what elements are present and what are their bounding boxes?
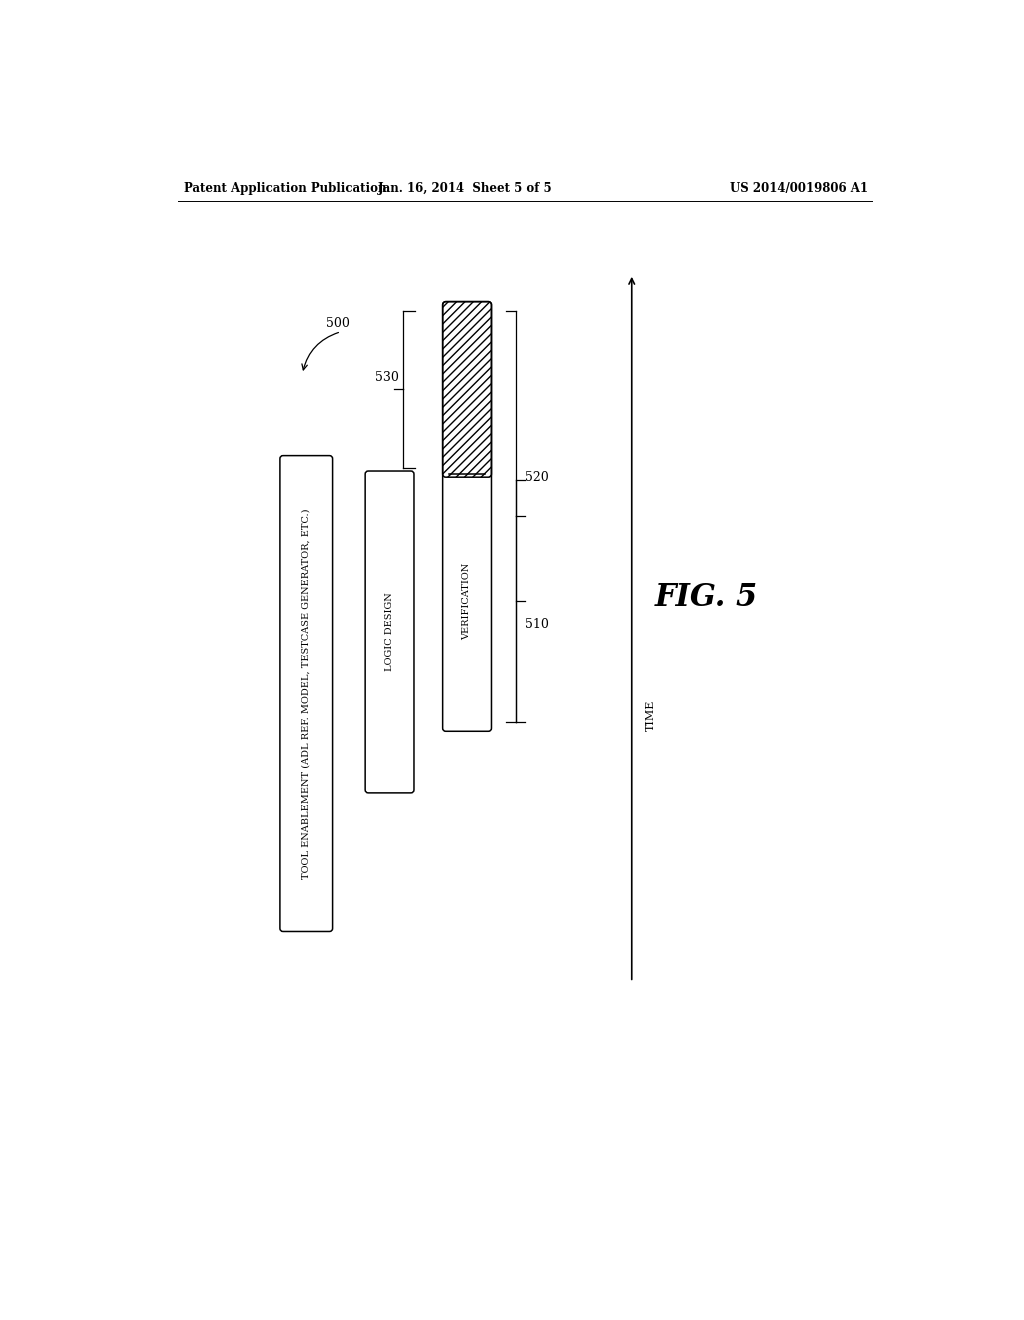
Text: US 2014/0019806 A1: US 2014/0019806 A1: [730, 182, 868, 194]
Text: FIG. 5: FIG. 5: [655, 582, 758, 612]
Text: 510: 510: [524, 618, 549, 631]
FancyBboxPatch shape: [442, 302, 492, 478]
Text: 520: 520: [524, 471, 549, 484]
Text: 500: 500: [326, 317, 349, 330]
FancyBboxPatch shape: [280, 455, 333, 932]
Text: 530: 530: [376, 371, 399, 384]
Bar: [445, 474, 488, 729]
Text: VERIFICATION: VERIFICATION: [463, 562, 472, 640]
Text: Jan. 16, 2014  Sheet 5 of 5: Jan. 16, 2014 Sheet 5 of 5: [378, 182, 552, 194]
FancyBboxPatch shape: [366, 471, 414, 793]
Text: Patent Application Publication: Patent Application Publication: [183, 182, 386, 194]
Text: LOGIC DESIGN: LOGIC DESIGN: [385, 593, 394, 672]
Text: TOOL ENABLEMENT (ADL REF. MODEL, TESTCASE GENERATOR, ETC.): TOOL ENABLEMENT (ADL REF. MODEL, TESTCAS…: [302, 508, 310, 879]
Text: TIME: TIME: [646, 700, 655, 731]
